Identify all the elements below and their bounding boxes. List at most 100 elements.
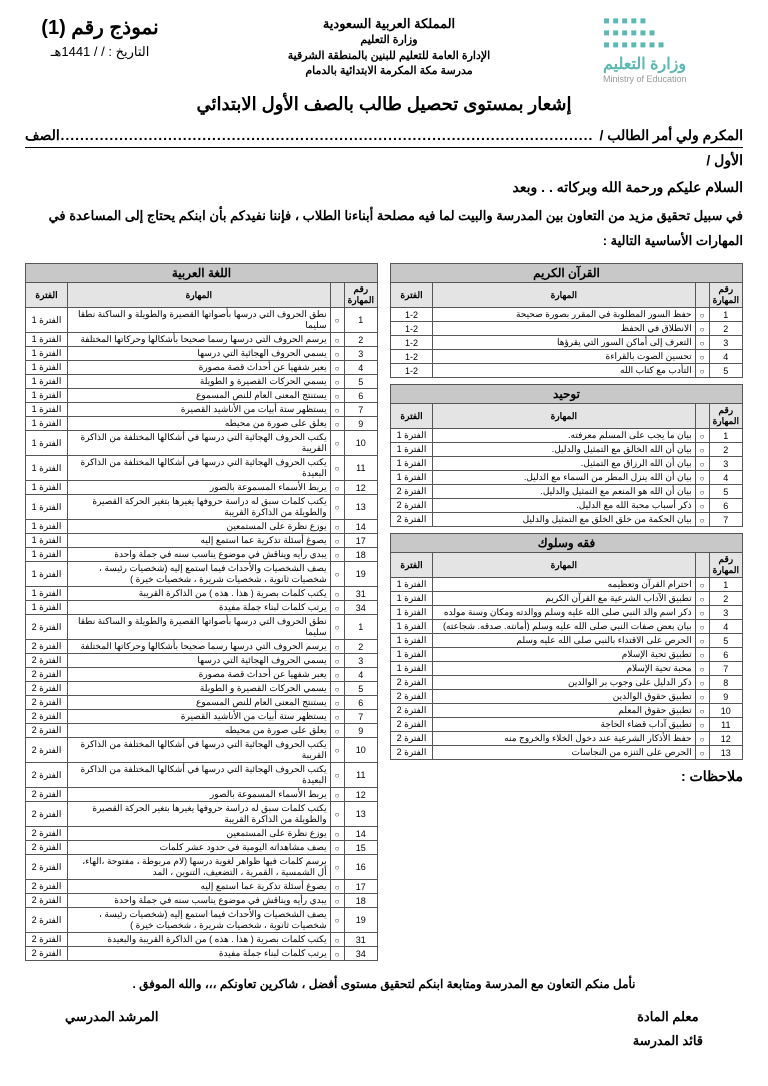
row-skill: نطق الحروف التي درسها بأصواتها القصيرة و…	[68, 615, 331, 640]
row-period: الفترة 2	[26, 855, 68, 880]
row-skill: يعلق على صورة من محيطه	[68, 724, 331, 738]
bullet-icon	[695, 606, 709, 620]
table-row: 34 يرتب كلمات لبناء جملة مفيدةالفترة 1	[26, 601, 378, 615]
bullet-icon	[695, 634, 709, 648]
row-num: 13	[344, 495, 377, 520]
row-period: الفترة 2	[26, 682, 68, 696]
row-skill: يستظهر ستة أبيات من الأناشيد القصيرة	[68, 403, 331, 417]
row-skill: يسمي الحركات القصيرة و الطويلة	[68, 682, 331, 696]
bullet-icon	[330, 802, 344, 827]
row-num: 12	[344, 481, 377, 495]
bullet-icon	[330, 389, 344, 403]
fiqh-table: فقه وسلوك رقم المهارة المهارة الفترة 1اح…	[390, 533, 743, 760]
table-row: 7بيان الحكمة من خلق الخلق مع التمثيل وال…	[391, 513, 743, 527]
row-num: 6	[344, 389, 377, 403]
bullet-icon	[695, 513, 709, 527]
row-skill: يكتب كلمات بصرية ( هذا . هذه ) من الذاكر…	[68, 587, 331, 601]
row-period: الفترة 1	[26, 431, 68, 456]
bullet-icon	[695, 499, 709, 513]
row-skill: يرتب كلمات لبناء جملة مفيدة	[68, 601, 331, 615]
row-num: 17	[344, 880, 377, 894]
row-skill: يبدي رأيه ويناقش في موضوع يناسب سنه في ج…	[68, 548, 331, 562]
bullet-icon	[330, 654, 344, 668]
row-num: 8	[709, 676, 742, 690]
row-num: 2	[344, 640, 377, 654]
row-period: الفترة 1	[391, 606, 433, 620]
table-row: 13الحرص على التنزه من النجاساتالفترة 2	[391, 746, 743, 760]
row-period: الفترة 2	[391, 513, 433, 527]
row-num: 3	[709, 336, 742, 350]
row-skill: يعبر شفهيا عن أحداث قصة مصورة	[68, 361, 331, 375]
table-row: 31 يكتب كلمات بصرية ( هذا . هذه ) من الذا…	[26, 933, 378, 947]
bullet-icon	[330, 587, 344, 601]
row-num: 5	[344, 375, 377, 389]
row-num: 4	[344, 361, 377, 375]
bullet-icon	[330, 375, 344, 389]
bullet-icon	[330, 668, 344, 682]
table-row: 15يصف مشاهداته اليومية في حدود عشر كلمات…	[26, 841, 378, 855]
row-period: الفترة 2	[26, 654, 68, 668]
bullet-icon	[695, 676, 709, 690]
row-period: الفترة 2	[26, 880, 68, 894]
row-num: 31	[344, 933, 377, 947]
table-row: 1احترام القرآن وتعظيمهالفترة 1	[391, 578, 743, 592]
row-num: 11	[709, 718, 742, 732]
row-period: الفترة 1	[391, 578, 433, 592]
row-skill: يسمي الحروف الهجائية التي درسها	[68, 347, 331, 361]
header-center: المملكة العربية السعودية وزارة التعليم ا…	[175, 15, 603, 79]
row-num: 13	[344, 802, 377, 827]
bullet-icon	[330, 640, 344, 654]
row-skill: ذكر الدليل على وجوب بر الوالدين	[433, 676, 696, 690]
row-skill: يسمي الحركات القصيرة و الطويلة	[68, 375, 331, 389]
row-num: 2	[709, 322, 742, 336]
row-num: 2	[344, 333, 377, 347]
row-num: 10	[344, 431, 377, 456]
row-skill: يصف الشخصيات والأحداث فيما استمع إليه (ش…	[68, 908, 331, 933]
row-period: الفترة 2	[26, 710, 68, 724]
left-column: اللغة العربية رقم المهارة المهارة الفترة…	[25, 263, 378, 967]
table-row: 2تطبيق الآداب الشرعية مع القرآن الكريمال…	[391, 592, 743, 606]
row-period: الفترة 1	[391, 592, 433, 606]
row-num: 14	[344, 520, 377, 534]
row-skill: بيان أن الله الرزاق مع التمثيل.	[433, 457, 696, 471]
row-skill: يكتب كلمات بصرية ( هذا . هذه ) من الذاكر…	[68, 933, 331, 947]
row-num: 16	[344, 855, 377, 880]
row-skill: يسمي الحروف الهجائية التي درسها	[68, 654, 331, 668]
table-row: 3التعرف إلى أماكن السور التي يقرؤها1-2	[391, 336, 743, 350]
row-period: الفترة 1	[26, 308, 68, 333]
table-row: 14يوزع نظرة على المستمعينالفترة 1	[26, 520, 378, 534]
table-row: 2يرسم الحروف التي درسها رسما صحيحا بأشكا…	[26, 333, 378, 347]
table-row: 19يصف الشخصيات والأحداث فيما استمع إليه …	[26, 562, 378, 587]
table-row: 4 يعبر شفهيا عن أحداث قصة مصورةالفترة 1	[26, 361, 378, 375]
tables-container: القرآن الكريم رقم المهارة المهارة الفترة…	[25, 263, 743, 967]
row-period: الفترة 1	[26, 601, 68, 615]
table-row: 2الانطلاق في الحفظ1-2	[391, 322, 743, 336]
notes-label: ملاحظات :	[390, 768, 743, 785]
bullet-icon	[695, 718, 709, 732]
row-skill: حفظ السور المطلوبة في المقرر بصورة صحيحة	[433, 308, 696, 322]
bullet-icon	[330, 481, 344, 495]
row-num: 34	[344, 601, 377, 615]
bullet-icon	[695, 322, 709, 336]
row-num: 2	[709, 592, 742, 606]
row-period: الفترة 2	[26, 933, 68, 947]
row-period: الفترة 1	[26, 361, 68, 375]
bullet-icon	[330, 417, 344, 431]
bullet-icon	[330, 562, 344, 587]
quran-title: القرآن الكريم	[391, 264, 743, 283]
row-skill: يستظهر ستة أبيات من الأناشيد القصيرة	[68, 710, 331, 724]
bullet-icon	[330, 710, 344, 724]
row-num: 6	[709, 499, 742, 513]
table-row: 19يصف الشخصيات والأحداث فيما استمع إليه …	[26, 908, 378, 933]
row-period: الفترة 2	[26, 724, 68, 738]
main-title: إشعار بمستوى تحصيل طالب بالصف الأول الاب…	[25, 94, 743, 115]
row-num: 4	[709, 471, 742, 485]
row-period: الفترة 1	[391, 429, 433, 443]
bullet-icon	[695, 662, 709, 676]
table-row: 9تطبيق حقوق الوالدينالفترة 2	[391, 690, 743, 704]
row-period: الفترة 1	[391, 662, 433, 676]
row-skill: يكتب كلمات سبق له دراسة حروفها يغيرها بت…	[68, 495, 331, 520]
bullet-icon	[695, 457, 709, 471]
table-row: 1نطق الحروف التي درسها بأصواتها القصيرة …	[26, 308, 378, 333]
row-num: 7	[344, 710, 377, 724]
